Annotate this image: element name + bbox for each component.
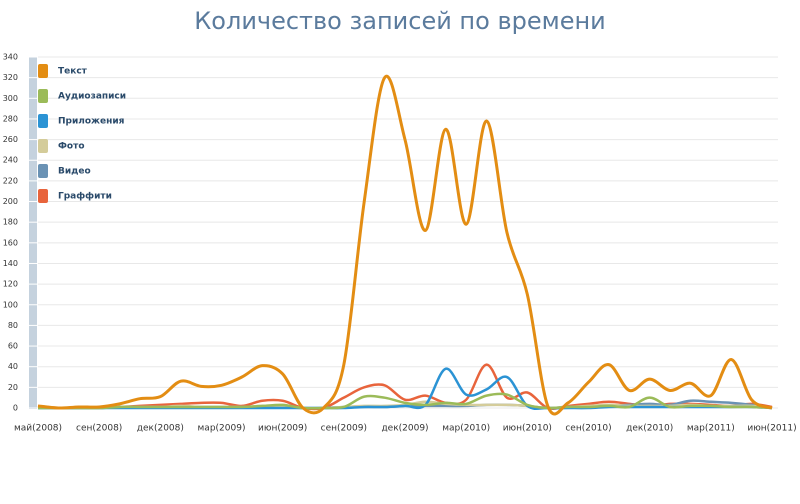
y-tick-label: 60 bbox=[8, 342, 18, 351]
y-tick-label: 340 bbox=[3, 53, 18, 62]
series-line bbox=[37, 74, 773, 416]
y-tick-label: 120 bbox=[3, 280, 18, 289]
x-tick-label: мар(2010) bbox=[442, 424, 490, 434]
x-tick-label: май(2008) bbox=[14, 424, 62, 434]
y-tick-label: 200 bbox=[3, 197, 18, 206]
y-tick-label: 160 bbox=[3, 238, 18, 247]
y-tick-label: 220 bbox=[3, 176, 18, 185]
legend-swatch bbox=[38, 89, 48, 103]
x-tick-label: мар(2011) bbox=[687, 424, 735, 434]
x-tick-label: дек(2010) bbox=[626, 424, 673, 434]
x-tick-label: дек(2008) bbox=[137, 424, 184, 434]
x-tick-label: июн(2011) bbox=[747, 424, 796, 434]
chart-title: Количество записей по времени bbox=[194, 7, 606, 35]
y-tick-label: 180 bbox=[3, 218, 18, 227]
y-tick-label: 100 bbox=[3, 300, 18, 309]
series-line bbox=[38, 392, 773, 410]
legend-swatch bbox=[38, 114, 48, 128]
legend-label: Текст bbox=[58, 67, 88, 77]
legend-swatch bbox=[38, 189, 48, 203]
legend-label: Аудиозаписи bbox=[58, 92, 126, 102]
y-tick-label: 20 bbox=[8, 383, 18, 392]
y-tick-label: 280 bbox=[3, 114, 18, 123]
axis-bar bbox=[29, 57, 37, 409]
x-tick-label: сен(2010) bbox=[565, 424, 611, 434]
x-tick-label: июн(2010) bbox=[503, 424, 552, 434]
x-tick-label: дек(2009) bbox=[381, 424, 428, 434]
y-tick-label: 80 bbox=[8, 321, 18, 330]
y-tick-label: 320 bbox=[3, 73, 18, 82]
x-tick-label: мар(2009) bbox=[198, 424, 246, 434]
legend-swatch bbox=[38, 139, 48, 153]
y-tick-label: 40 bbox=[8, 362, 18, 371]
y-tick-label: 0 bbox=[13, 404, 18, 413]
legend-swatch bbox=[38, 164, 48, 178]
legend-label: Фото bbox=[58, 142, 85, 152]
legend-swatch bbox=[38, 64, 48, 78]
x-tick-label: сен(2009) bbox=[321, 424, 367, 434]
y-tick-label: 260 bbox=[3, 135, 18, 144]
y-tick-label: 140 bbox=[3, 259, 18, 268]
legend-label: Граффити bbox=[58, 192, 112, 202]
y-tick-label: 300 bbox=[3, 94, 18, 103]
y-tick-label: 240 bbox=[3, 156, 18, 165]
legend-label: Приложения bbox=[58, 117, 125, 127]
legend-label: Видео bbox=[58, 167, 91, 177]
x-tick-label: июн(2009) bbox=[258, 424, 307, 434]
x-tick-label: сен(2008) bbox=[76, 424, 122, 434]
